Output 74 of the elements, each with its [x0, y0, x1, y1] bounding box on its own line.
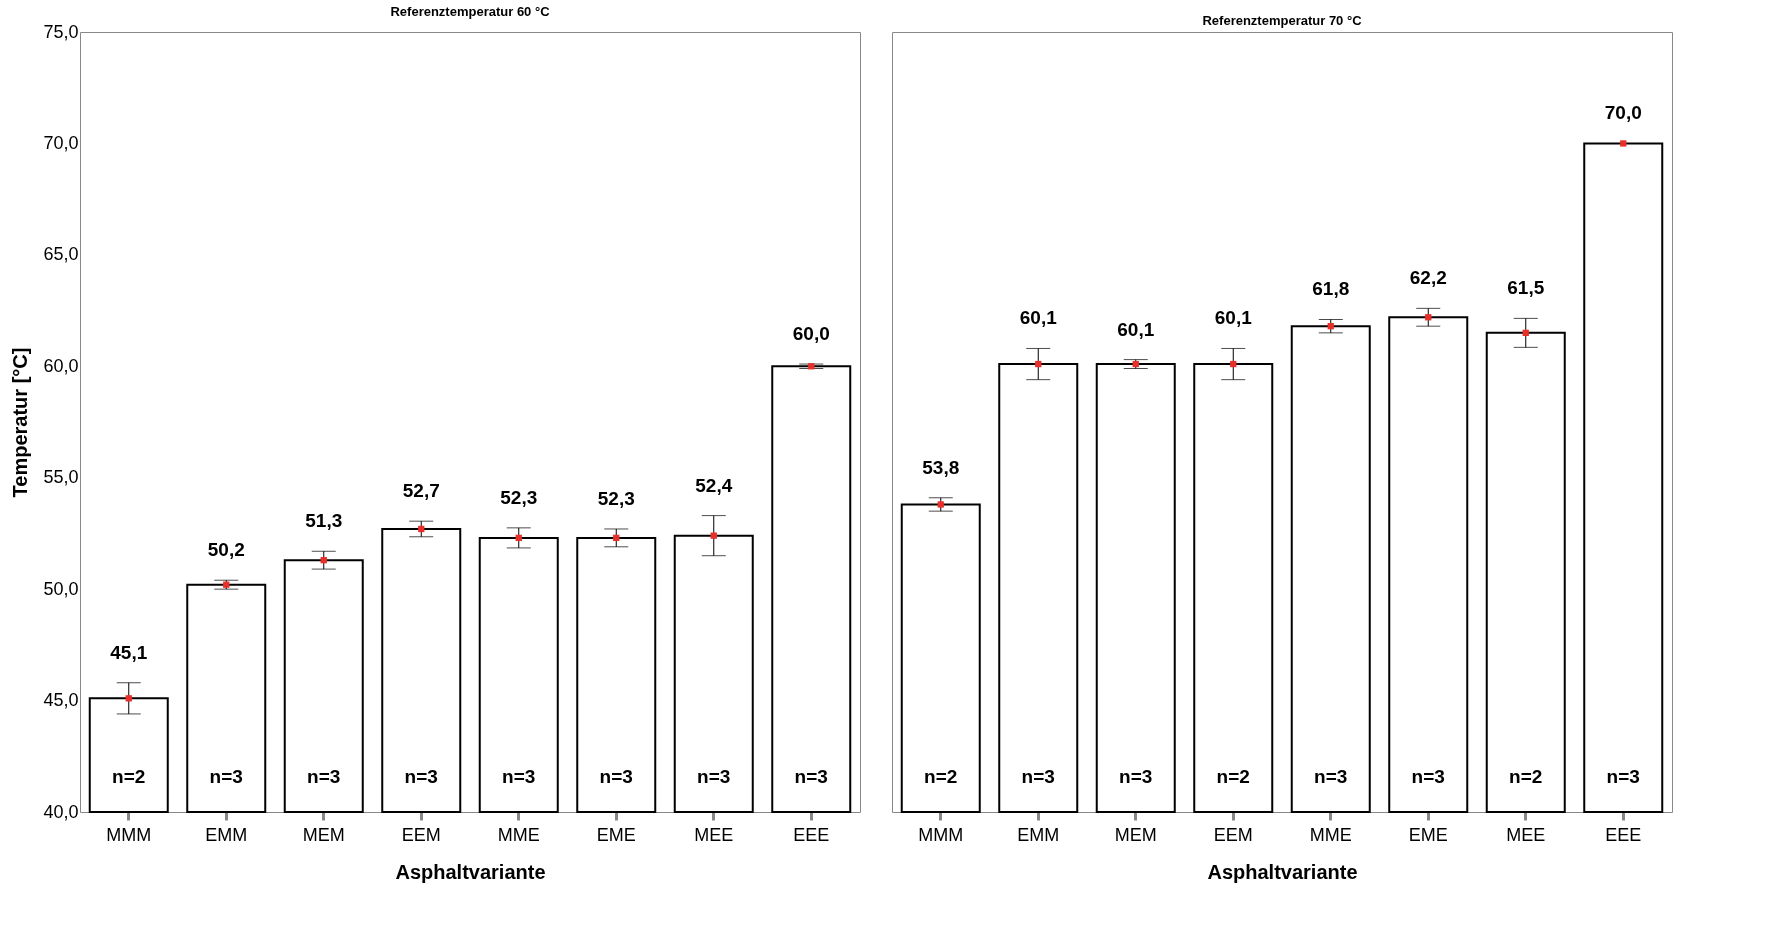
- annotation: n=2: [924, 766, 958, 787]
- data-label: 52,3: [500, 486, 538, 508]
- x-tick-label: MEE: [694, 824, 734, 845]
- x-tick-label: MEE: [1506, 824, 1546, 845]
- x-tick-label: MMM: [106, 824, 152, 845]
- annotation: n=2: [112, 766, 146, 787]
- annotation: n=3: [794, 766, 828, 787]
- data-label: 62,2: [1409, 267, 1447, 289]
- point: [710, 532, 717, 539]
- point: [1327, 323, 1334, 330]
- y-tick-label: 60,0: [43, 355, 79, 376]
- annotation: n=3: [307, 766, 341, 787]
- point: [418, 525, 425, 533]
- annotation: n=3: [404, 766, 438, 787]
- annotation: n=3: [697, 766, 731, 787]
- x-tick-label: EEE: [793, 824, 830, 845]
- x-tick-label: EEM: [401, 824, 441, 845]
- data-label: 61,5: [1507, 277, 1545, 299]
- data-label: 70,0: [1604, 102, 1642, 124]
- data-label: 60,1: [1117, 318, 1155, 340]
- annotation: n=3: [1411, 766, 1445, 787]
- data-label: 51,3: [305, 510, 343, 532]
- data-label: 50,2: [207, 539, 245, 561]
- annotation: n=3: [1119, 766, 1153, 787]
- data-label: 52,4: [695, 474, 733, 496]
- y-tick-label: 65,0: [43, 244, 79, 265]
- point: [937, 501, 944, 508]
- point: [515, 534, 522, 542]
- point: [613, 534, 620, 542]
- x-tick-label: EEM: [1213, 824, 1253, 845]
- x-tick-label: EME: [596, 824, 636, 845]
- annotation: n=3: [599, 766, 633, 787]
- data-label: 60,0: [792, 323, 830, 345]
- annotation: n=3: [209, 766, 243, 787]
- data-label: 61,8: [1312, 278, 1350, 300]
- y-tick-label: 70,0: [43, 132, 79, 153]
- x-tick-label: MEM: [302, 824, 345, 845]
- x-tick-label: EMM: [1017, 824, 1060, 845]
- data-label: 60,1: [1019, 307, 1058, 329]
- y-axis-title: Temperatur [°C]: [9, 347, 32, 498]
- data-label: 52,7: [402, 480, 440, 502]
- y-tick-label: 75,0: [43, 21, 79, 42]
- point: [1522, 329, 1529, 337]
- point: [1035, 360, 1042, 368]
- x-tick-label: MMM: [918, 824, 964, 845]
- point: [1230, 360, 1237, 368]
- data-label: 53,8: [922, 456, 960, 478]
- x-tick-label: EMM: [205, 824, 248, 845]
- x-tick-label: MEM: [1114, 824, 1157, 845]
- x-axis-title: Asphaltvariante: [1207, 860, 1358, 883]
- annotation: n=3: [1314, 766, 1348, 787]
- point: [1620, 140, 1627, 147]
- y-tick-label: 45,0: [43, 690, 79, 711]
- point: [1425, 314, 1432, 321]
- chart-title: Referenztemperatur 60 °C: [390, 4, 551, 19]
- x-tick-label: EEE: [1605, 824, 1642, 845]
- y-tick-label: 50,0: [43, 578, 79, 599]
- y-tick-label: 40,0: [43, 801, 79, 822]
- x-tick-label: EME: [1408, 824, 1448, 845]
- chart-title: Referenztemperatur 70 °C: [1202, 13, 1363, 28]
- x-tick-label: MME: [497, 824, 540, 845]
- data-label: 45,1: [110, 641, 148, 663]
- x-axis-title: Asphaltvariante: [395, 860, 546, 883]
- y-tick-label: 55,0: [43, 467, 79, 488]
- annotation: n=3: [502, 766, 536, 787]
- x-tick-label: MME: [1309, 824, 1352, 845]
- annotation: n=2: [1216, 766, 1250, 787]
- annotation: n=3: [1606, 766, 1640, 787]
- data-label: 52,3: [597, 487, 635, 509]
- point: [125, 695, 132, 702]
- annotation: n=3: [1021, 766, 1055, 787]
- data-label: 60,1: [1214, 307, 1253, 329]
- point: [320, 557, 327, 564]
- annotation: n=2: [1509, 766, 1543, 787]
